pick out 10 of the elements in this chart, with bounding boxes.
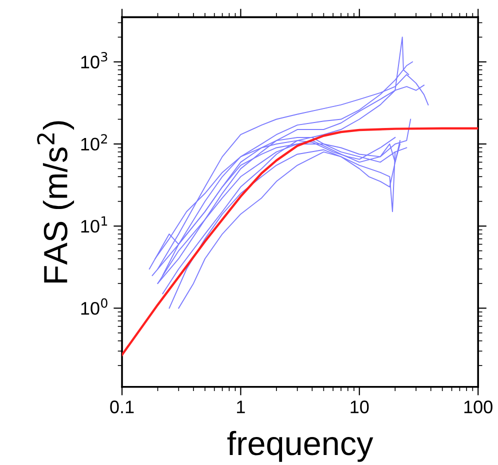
x-tick-label: 10: [350, 400, 369, 414]
y-tick-label: 10$^{2}$: [81, 134, 107, 151]
x-axis-title: frequency: [227, 430, 374, 462]
y-tick-label: 10$^{1}$: [81, 216, 108, 233]
y-axis-title: FAS (m/s$^{2}$): [37, 121, 74, 282]
x-tick-label: 0.1: [110, 400, 134, 414]
x-tick-label: 1: [237, 400, 245, 414]
y-tick-label: 10$^{0}$: [81, 298, 108, 315]
y-tick-label: 10$^{3}$: [81, 52, 108, 68]
x-tick-label: 100: [464, 400, 492, 414]
